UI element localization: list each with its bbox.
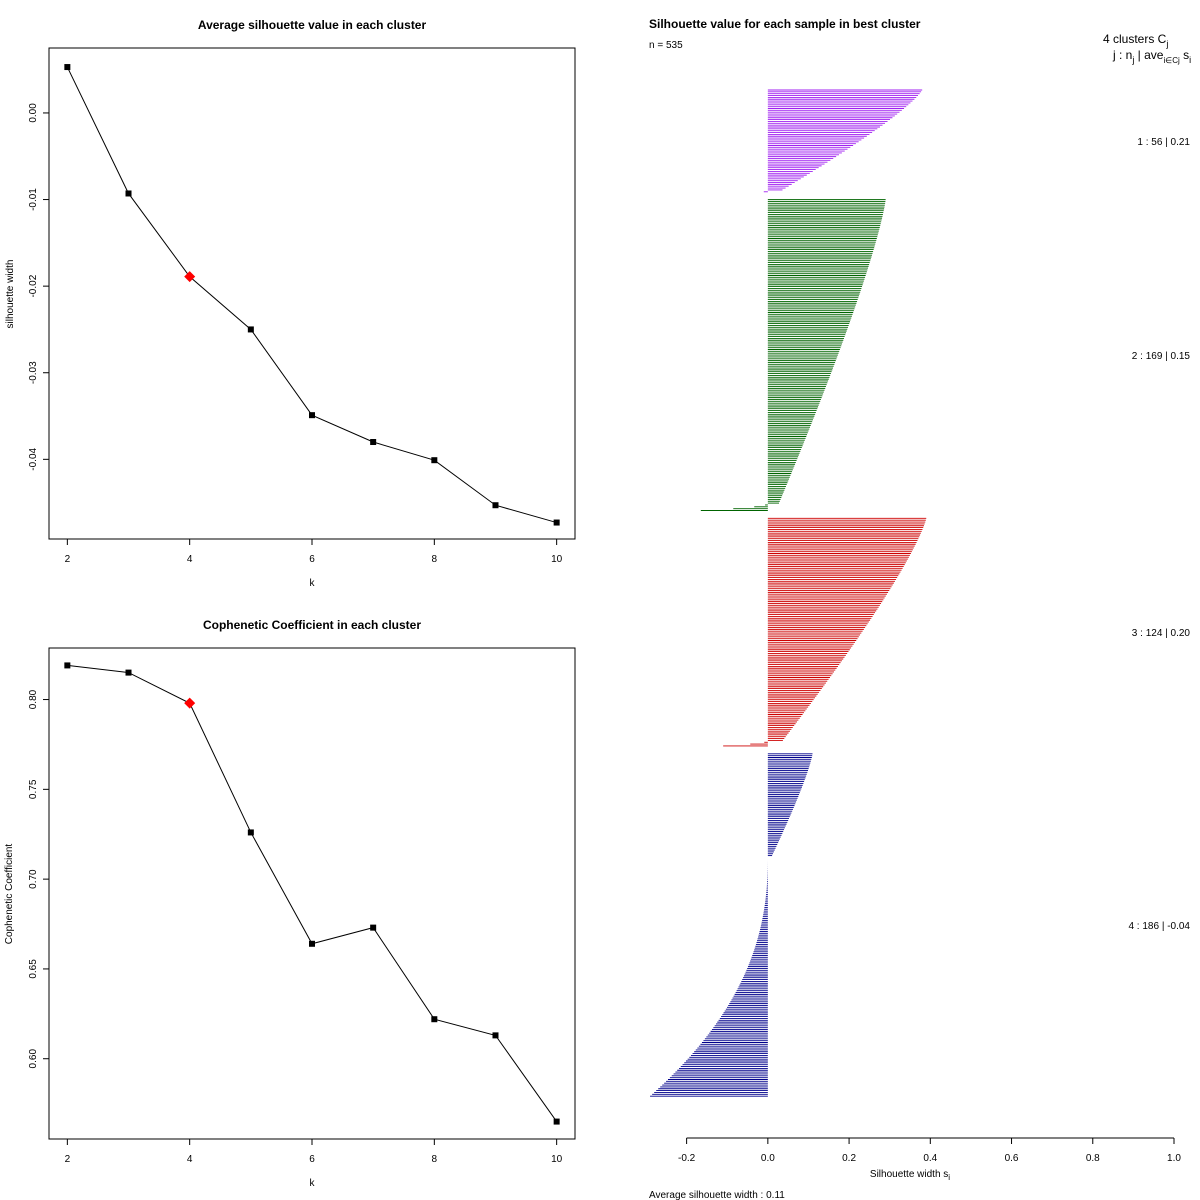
x-axis-label: k: [310, 578, 316, 589]
x-axis: 2 4 6 8 10: [65, 539, 563, 565]
y-axis: 0.00 -0.01 -0.02 -0.03 -0.04: [28, 103, 49, 471]
y-tick-label: 0.75: [28, 779, 39, 799]
series-line: [67, 664, 558, 1122]
silhouette-bars: [650, 89, 927, 1097]
legend-header-2: j : nj | avei∈Cj si: [1112, 48, 1191, 65]
cluster-label: 1 : 56 | 0.21: [1137, 137, 1190, 148]
data-point: [309, 412, 315, 419]
series: [64, 662, 560, 1125]
x-tick-label: 10: [551, 1154, 563, 1165]
data-point: [370, 439, 377, 446]
best-k-point: [184, 697, 196, 709]
data-point: [309, 940, 315, 947]
x-tick-label: 0.2: [842, 1153, 856, 1164]
legend-header-1: 4 clusters Cj: [1103, 32, 1168, 49]
x-tick-label: 1.0: [1167, 1153, 1181, 1164]
x-tick-label: 0.8: [1086, 1153, 1100, 1164]
chart-title: Average silhouette value in each cluster: [198, 18, 427, 32]
cluster-label: 4 : 186 | -0.04: [1128, 921, 1190, 932]
y-axis-label: Cophenetic Coefficient: [4, 844, 15, 945]
average-silhouette-footer: Average silhouette width : 0.11: [649, 1190, 785, 1200]
x-axis: -0.2 0.0 0.2 0.4 0.6 0.8 1.0: [678, 1137, 1181, 1164]
data-point: [553, 519, 560, 526]
silhouette-line-chart: Average silhouette value in each cluster…: [5, 18, 576, 589]
data-point: [431, 1016, 438, 1023]
chart-title: Cophenetic Coefficient in each cluster: [203, 618, 421, 632]
y-axis-label: silhouette width: [5, 260, 16, 329]
silhouette-bar-chart: Silhouette value for each sample in best…: [649, 17, 1191, 1200]
sample-count: n = 535: [649, 40, 683, 51]
x-tick-label: 8: [432, 554, 438, 565]
data-point: [553, 1118, 560, 1125]
series-line: [66, 66, 557, 524]
data-point: [247, 326, 254, 333]
y-tick-label: -0.02: [28, 274, 39, 297]
y-axis: 0.60 0.65 0.70 0.75 0.80: [28, 689, 49, 1068]
x-tick-label: 10: [551, 554, 563, 565]
data-point: [64, 64, 71, 71]
x-tick-label: 4: [187, 1154, 193, 1165]
x-tick-label: 0.6: [1005, 1153, 1019, 1164]
data-point: [125, 190, 132, 197]
x-axis: 2 4 6 8 10: [65, 1139, 563, 1165]
plot-frame: [48, 47, 576, 540]
x-tick-label: 0.0: [761, 1153, 775, 1164]
x-tick-label: 2: [65, 554, 71, 565]
x-tick-label: 4: [187, 554, 193, 565]
y-tick-label: 0.80: [28, 689, 39, 709]
data-point: [431, 457, 438, 464]
y-tick-label: 0.00: [28, 103, 39, 123]
y-tick-label: 0.65: [28, 959, 39, 979]
y-tick-label: -0.03: [28, 361, 39, 384]
cophenetic-line-chart: Cophenetic Coefficient in each cluster 2…: [4, 618, 576, 1189]
x-tick-label: 6: [309, 1154, 315, 1165]
y-tick-label: 0.60: [28, 1049, 39, 1069]
x-tick-label: 6: [309, 554, 315, 565]
cluster-labels: 1 : 56 | 0.21 2 : 169 | 0.15 3 : 124 | 0.2…: [1128, 137, 1190, 932]
x-axis-label: Silhouette width si: [870, 1169, 950, 1182]
data-point: [492, 1032, 499, 1039]
x-tick-label: 0.4: [923, 1153, 937, 1164]
best-k-point: [184, 271, 196, 283]
data-point: [370, 924, 377, 931]
x-tick-label: -0.2: [678, 1153, 696, 1164]
x-tick-label: 2: [65, 1154, 71, 1165]
y-tick-label: 0.70: [28, 869, 39, 889]
data-point: [247, 829, 254, 836]
y-tick-label: -0.01: [28, 188, 39, 211]
x-axis-label: k: [310, 1178, 316, 1189]
x-tick-label: 8: [432, 1154, 438, 1165]
data-point: [492, 502, 499, 509]
data-point: [64, 662, 71, 669]
cluster-label: 3 : 124 | 0.20: [1132, 628, 1191, 639]
data-point: [125, 669, 132, 676]
plot-frame: [48, 647, 576, 1140]
cluster-label: 2 : 169 | 0.15: [1132, 351, 1191, 362]
series: [64, 64, 560, 526]
y-tick-label: -0.04: [28, 447, 39, 470]
chart-title: Silhouette value for each sample in best…: [649, 17, 921, 31]
